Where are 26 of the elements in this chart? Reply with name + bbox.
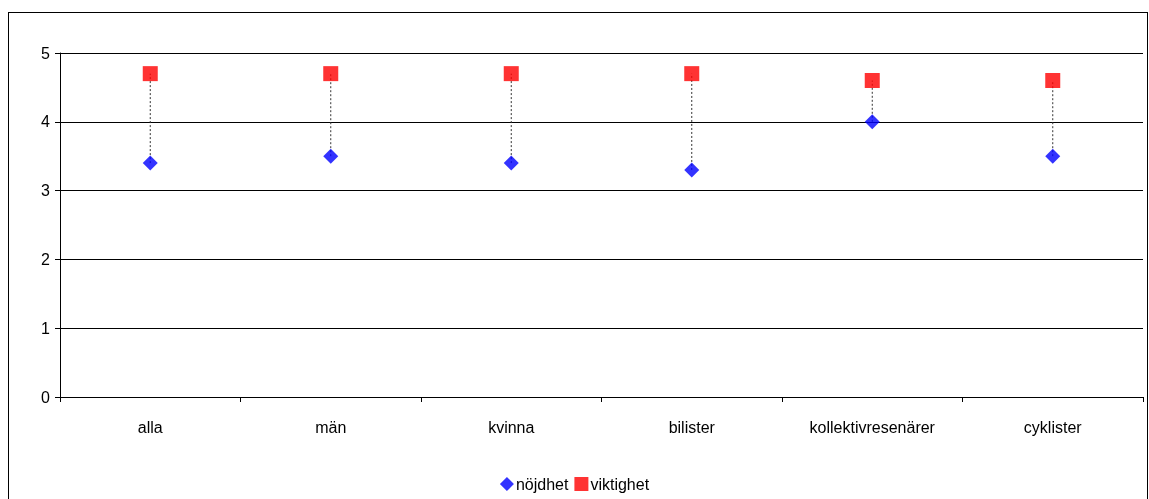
y-tick-label: 1 xyxy=(41,319,51,337)
legend-label: viktighet xyxy=(590,475,650,493)
y-tick-label: 3 xyxy=(41,182,51,200)
x-tick-label: kvinna xyxy=(488,418,535,436)
point xyxy=(323,66,339,82)
point xyxy=(1045,73,1061,89)
point xyxy=(323,148,339,164)
point xyxy=(503,155,519,171)
x-tick-label: bilister xyxy=(668,418,716,436)
point xyxy=(684,162,700,178)
x-tick-label: kollektivresenärer xyxy=(809,418,936,436)
y-tick-label: 2 xyxy=(41,250,51,268)
x-tick-label: cyklister xyxy=(1023,418,1083,436)
x-tick-label: män xyxy=(315,418,347,436)
point xyxy=(142,66,158,82)
y-tick-label: 5 xyxy=(41,44,51,62)
point xyxy=(864,114,880,130)
y-tick-label: 0 xyxy=(41,388,51,406)
x-tick-label: alla xyxy=(137,418,163,436)
point xyxy=(503,66,519,82)
y-tick-label: 4 xyxy=(41,113,51,131)
legend-label: nöjdhet xyxy=(515,475,569,493)
point xyxy=(1045,148,1061,164)
point xyxy=(864,73,880,89)
point xyxy=(684,66,700,82)
point xyxy=(142,155,158,171)
